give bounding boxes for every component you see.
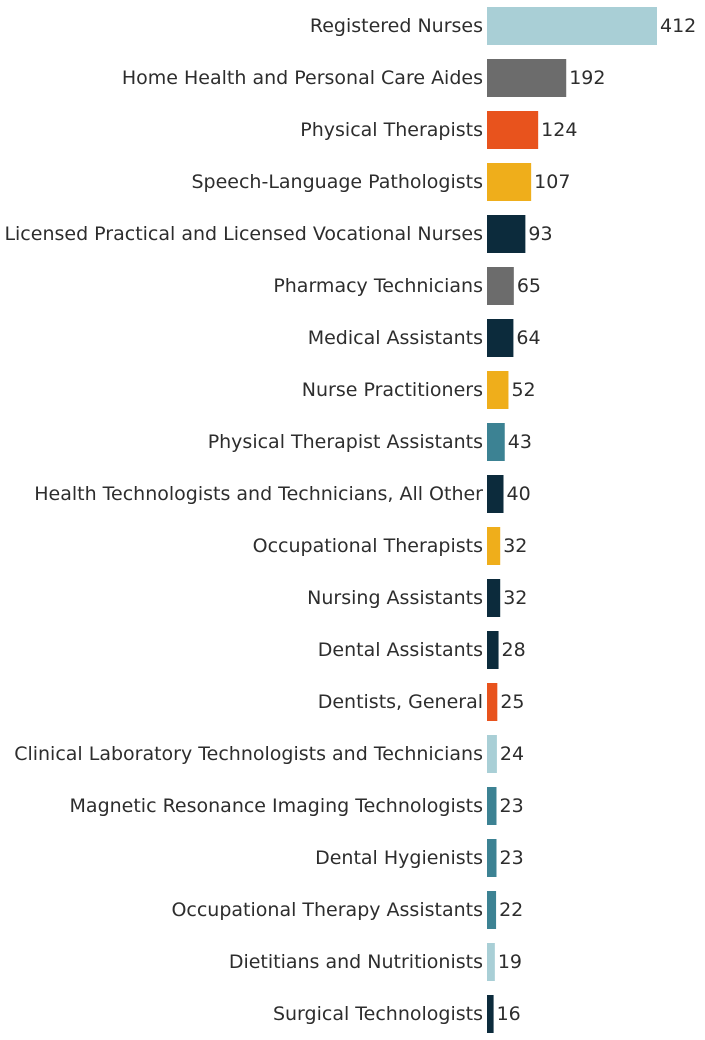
value-label: 25 bbox=[500, 691, 524, 713]
value-label: 64 bbox=[516, 327, 540, 349]
bar bbox=[487, 475, 504, 513]
bar bbox=[487, 787, 497, 825]
category-label: Dietitians and Nutritionists bbox=[229, 951, 483, 973]
bar bbox=[487, 111, 539, 149]
category-label: Speech-Language Pathologists bbox=[191, 171, 483, 193]
category-label: Physical Therapist Assistants bbox=[208, 431, 483, 453]
bar bbox=[487, 267, 514, 305]
category-label: Occupational Therapy Assistants bbox=[171, 899, 483, 921]
category-label: Nurse Practitioners bbox=[302, 379, 483, 401]
value-label: 32 bbox=[503, 535, 527, 557]
bar bbox=[487, 995, 494, 1033]
bar bbox=[487, 631, 499, 669]
category-label: Clinical Laboratory Technologists and Te… bbox=[14, 743, 483, 765]
category-label: Dentists, General bbox=[318, 691, 483, 713]
category-label: Occupational Therapists bbox=[253, 535, 483, 557]
bar bbox=[487, 371, 509, 409]
category-label: Home Health and Personal Care Aides bbox=[122, 67, 483, 89]
bar bbox=[487, 7, 657, 45]
bar bbox=[487, 683, 498, 721]
category-label: Magnetic Resonance Imaging Technologists bbox=[70, 795, 483, 817]
value-label: 28 bbox=[502, 639, 526, 661]
bar bbox=[487, 319, 514, 357]
bar bbox=[487, 943, 495, 981]
value-label: 124 bbox=[541, 119, 577, 141]
bar bbox=[487, 527, 501, 565]
value-label: 40 bbox=[507, 483, 531, 505]
category-label: Physical Therapists bbox=[300, 119, 483, 141]
category-label: Pharmacy Technicians bbox=[273, 275, 483, 297]
value-label: 65 bbox=[517, 275, 541, 297]
value-label: 107 bbox=[534, 171, 570, 193]
category-label: Registered Nurses bbox=[310, 15, 483, 37]
value-label: 19 bbox=[498, 951, 522, 973]
value-label: 16 bbox=[497, 1003, 521, 1025]
value-label: 52 bbox=[511, 379, 535, 401]
bar bbox=[487, 839, 497, 877]
value-label: 43 bbox=[508, 431, 532, 453]
bar bbox=[487, 59, 567, 97]
bar bbox=[487, 163, 532, 201]
bar bbox=[487, 891, 497, 929]
category-label: Dental Hygienists bbox=[315, 847, 483, 869]
category-label: Health Technologists and Technicians, Al… bbox=[34, 483, 483, 505]
value-label: 24 bbox=[500, 743, 524, 765]
bar bbox=[487, 423, 505, 461]
value-label: 22 bbox=[499, 899, 523, 921]
value-label: 23 bbox=[499, 795, 523, 817]
value-label: 412 bbox=[660, 15, 696, 37]
category-label: Medical Assistants bbox=[308, 327, 483, 349]
bar bbox=[487, 735, 497, 773]
category-label: Dental Assistants bbox=[318, 639, 483, 661]
category-label: Licensed Practical and Licensed Vocation… bbox=[4, 223, 483, 245]
value-label: 23 bbox=[499, 847, 523, 869]
value-label: 32 bbox=[503, 587, 527, 609]
bar bbox=[487, 579, 501, 617]
bar bbox=[487, 215, 526, 253]
value-label: 192 bbox=[569, 67, 605, 89]
category-label: Nursing Assistants bbox=[307, 587, 483, 609]
value-label: 93 bbox=[528, 223, 552, 245]
category-label: Surgical Technologists bbox=[273, 1003, 483, 1025]
